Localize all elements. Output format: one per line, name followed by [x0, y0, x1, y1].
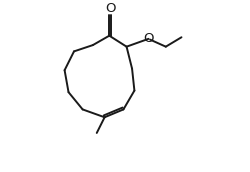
- Text: O: O: [143, 32, 154, 45]
- Text: O: O: [105, 2, 115, 14]
